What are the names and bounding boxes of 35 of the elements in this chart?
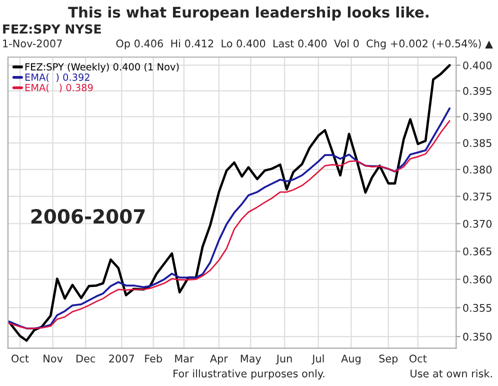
annotation: 2006-2007 xyxy=(31,209,145,224)
x-tick-label: Apr xyxy=(210,354,228,365)
y-tick-label: 0.370 xyxy=(463,220,492,228)
x-tick-label: Oct xyxy=(12,354,29,362)
x-tick-label: Aug xyxy=(341,354,360,365)
x-tick-label: May xyxy=(240,354,262,365)
y-tick-label: 0.385 xyxy=(463,139,492,147)
y-tick-label: 0.395 xyxy=(463,87,492,95)
x-tick-label: Sep xyxy=(379,354,398,365)
y-tick-label: 0.400 xyxy=(463,61,492,70)
x-tick-label: 2007 xyxy=(109,354,134,362)
chart-title: This is what European leadership looks like. xyxy=(68,6,428,21)
y-tick-label: 0.360 xyxy=(463,276,492,284)
x-tick-label: Mar xyxy=(175,354,194,362)
text: FEZ:SPY NYSE xyxy=(3,24,101,34)
y-tick-label: 0.380 xyxy=(463,166,492,174)
x-tick-label: Jul xyxy=(312,354,324,364)
text: Op 0.406 Hi 0.412 Lo 0.400 Last 0.400 Vol 0 Chg +0.002 (+0.54%) ▲ xyxy=(116,39,493,50)
line-series xyxy=(8,64,451,342)
x-tick-label: Dec xyxy=(76,354,96,362)
y-tick-label: 0.350 xyxy=(463,332,492,341)
legend-label: EMA( ) 0.392 xyxy=(25,73,90,82)
y-tick-label: 0.390 xyxy=(463,112,492,121)
y-tick-label: 0.375 xyxy=(463,192,492,200)
x-tick-label: Feb xyxy=(145,354,162,362)
text: For illustrative purposes only. xyxy=(174,369,324,380)
x-tick-label: Nov xyxy=(44,354,63,362)
y-tick-label: 0.355 xyxy=(463,304,492,312)
x-tick-label: Oct xyxy=(409,354,427,362)
y-tick-label: 0.365 xyxy=(463,248,492,256)
text: Use at own risk. xyxy=(410,369,492,378)
x-tick-label: Jun xyxy=(276,354,292,364)
legend-label: FEZ:SPY (Weekly) 0.400 (1 Nov) xyxy=(25,62,179,72)
legend-label: EMA( ) 0.389 xyxy=(25,84,93,92)
text: 1-Nov-2007 xyxy=(3,40,62,48)
